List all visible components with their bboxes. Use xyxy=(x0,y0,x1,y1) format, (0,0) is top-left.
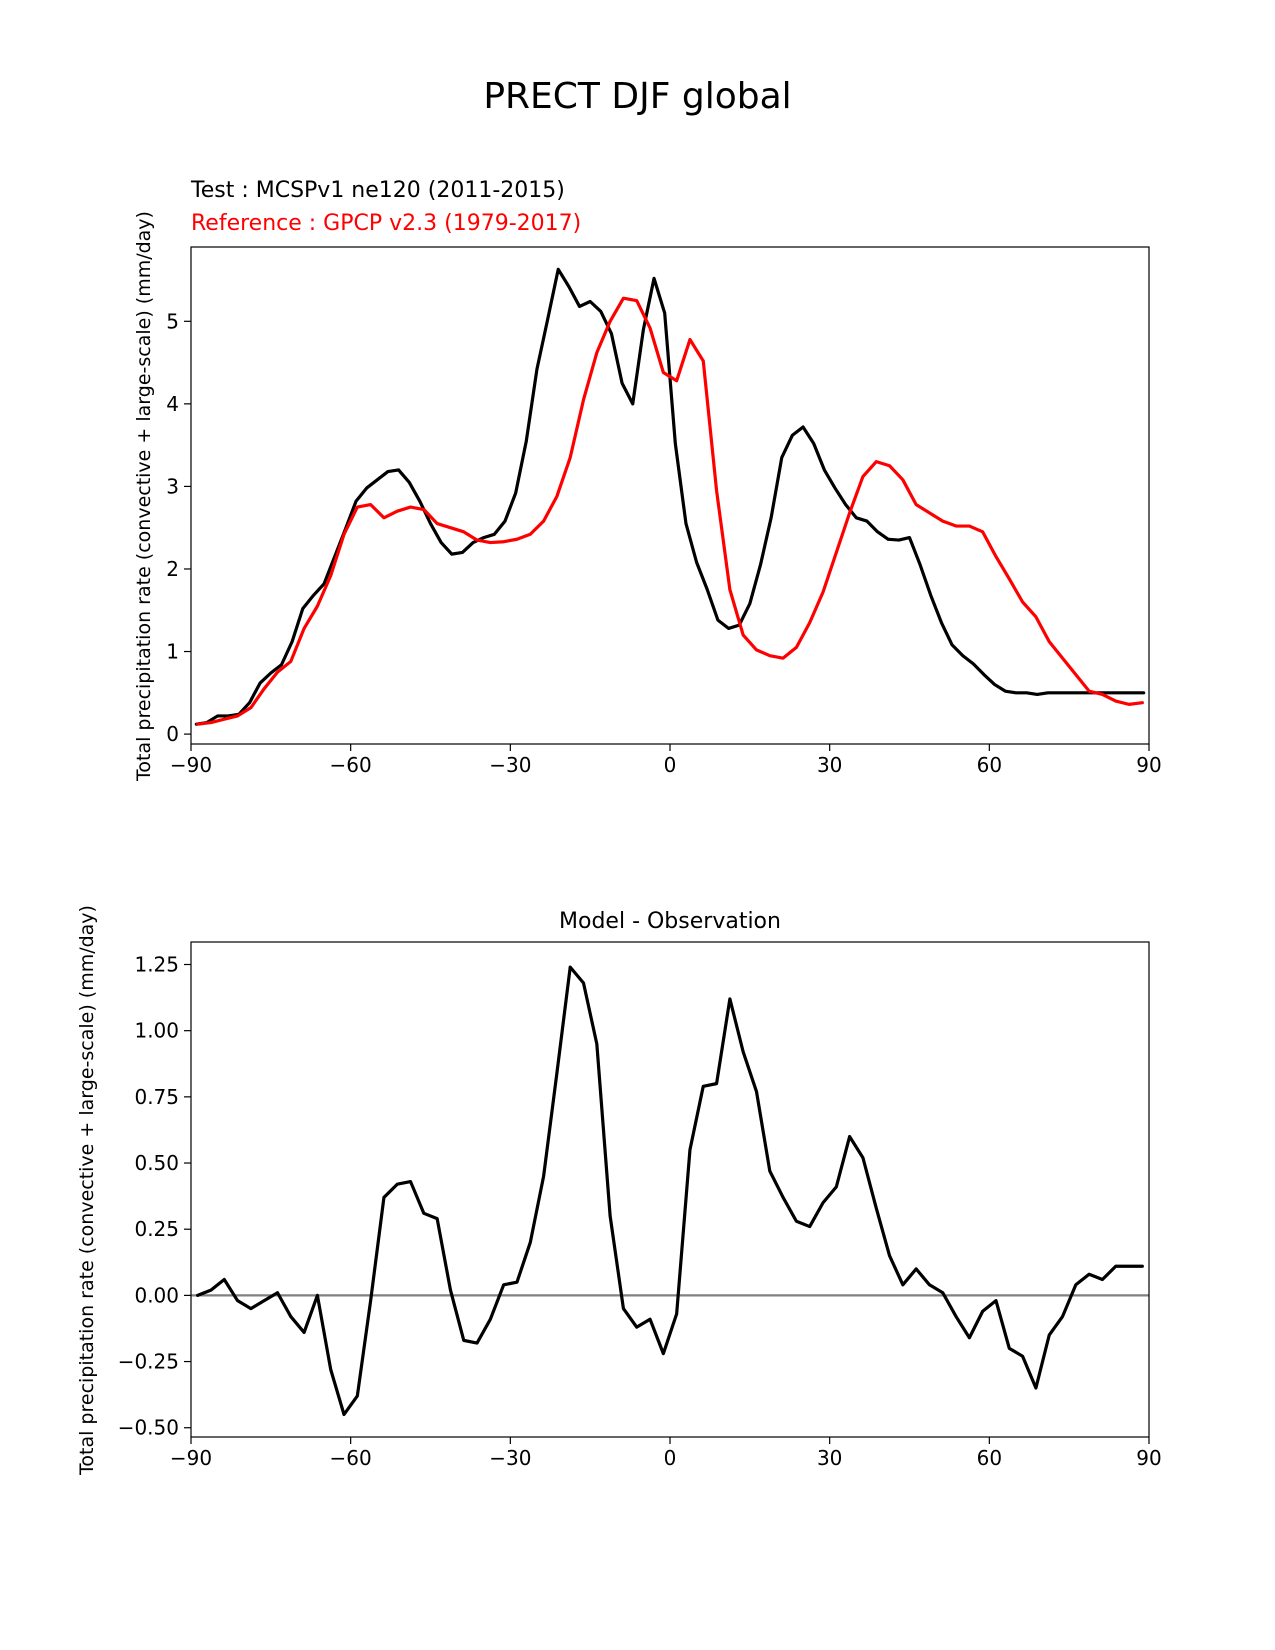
y-tick-label: 0.25 xyxy=(134,1217,179,1241)
figure-title: PRECT DJF global xyxy=(483,76,791,117)
y-tick-label: −0.50 xyxy=(118,1416,179,1440)
x-tick-label: −60 xyxy=(330,1446,372,1470)
test-title: Test : MCSPv1 ne120 (2011-2015) xyxy=(190,178,565,203)
y-tick-label: 3 xyxy=(166,474,179,498)
y-tick-label: 1.25 xyxy=(134,953,179,977)
top-y-axis-label: Total precipitation rate (convective + l… xyxy=(133,211,155,782)
x-tick-label: 0 xyxy=(664,753,677,777)
top-x-ticks: −90 −60 −30 0 30 60 90 xyxy=(170,744,1162,777)
y-tick-label: 0.50 xyxy=(134,1151,179,1175)
x-tick-label: 30 xyxy=(817,1446,842,1470)
x-tick-label: −90 xyxy=(170,1446,212,1470)
bottom-y-axis-label: Total precipitation rate (convective + l… xyxy=(76,905,98,1476)
top-y-ticks: 0 1 2 3 4 5 xyxy=(166,309,191,746)
series-line-0-1 xyxy=(196,296,1144,726)
y-tick-label: 1 xyxy=(166,640,179,664)
bottom-y-ticks: −0.50 −0.25 0.00 0.25 0.50 0.75 1.00 1.25 xyxy=(118,953,191,1440)
y-tick-label: 2 xyxy=(166,557,179,581)
diff-title: Model - Observation xyxy=(559,909,781,934)
series-line-0-0 xyxy=(194,267,1146,726)
y-tick-label: 1.00 xyxy=(134,1019,179,1043)
x-tick-label: 90 xyxy=(1136,753,1161,777)
x-tick-label: −30 xyxy=(489,1446,531,1470)
top-panel: Test : MCSPv1 ne120 (2011-2015) Referenc… xyxy=(133,178,1162,782)
top-axes-frame xyxy=(190,246,1150,745)
bottom-series-group xyxy=(191,965,1149,1417)
y-tick-label: 0 xyxy=(166,722,179,746)
x-tick-label: −30 xyxy=(489,753,531,777)
x-tick-label: 60 xyxy=(977,1446,1002,1470)
x-tick-label: −90 xyxy=(170,753,212,777)
bottom-axes-frame xyxy=(190,941,1150,1438)
y-tick-label: 5 xyxy=(166,309,179,333)
x-tick-label: 30 xyxy=(817,753,842,777)
x-tick-label: 60 xyxy=(977,753,1002,777)
x-tick-label: −60 xyxy=(330,753,372,777)
x-tick-label: 90 xyxy=(1136,1446,1161,1470)
y-tick-label: −0.25 xyxy=(118,1350,179,1374)
y-tick-label: 0.75 xyxy=(134,1085,179,1109)
bottom-x-ticks: −90 −60 −30 0 30 60 90 xyxy=(170,1437,1162,1470)
reference-title: Reference : GPCP v2.3 (1979-2017) xyxy=(191,211,581,236)
top-series-group xyxy=(194,267,1146,726)
bottom-panel: Model - Observation −90 −60 −30 0 30 60 90 −0.… xyxy=(76,905,1162,1476)
series-line-1-0 xyxy=(196,965,1144,1417)
y-tick-label: 4 xyxy=(166,392,179,416)
x-tick-label: 0 xyxy=(664,1446,677,1470)
y-tick-label: 0.00 xyxy=(134,1283,179,1307)
